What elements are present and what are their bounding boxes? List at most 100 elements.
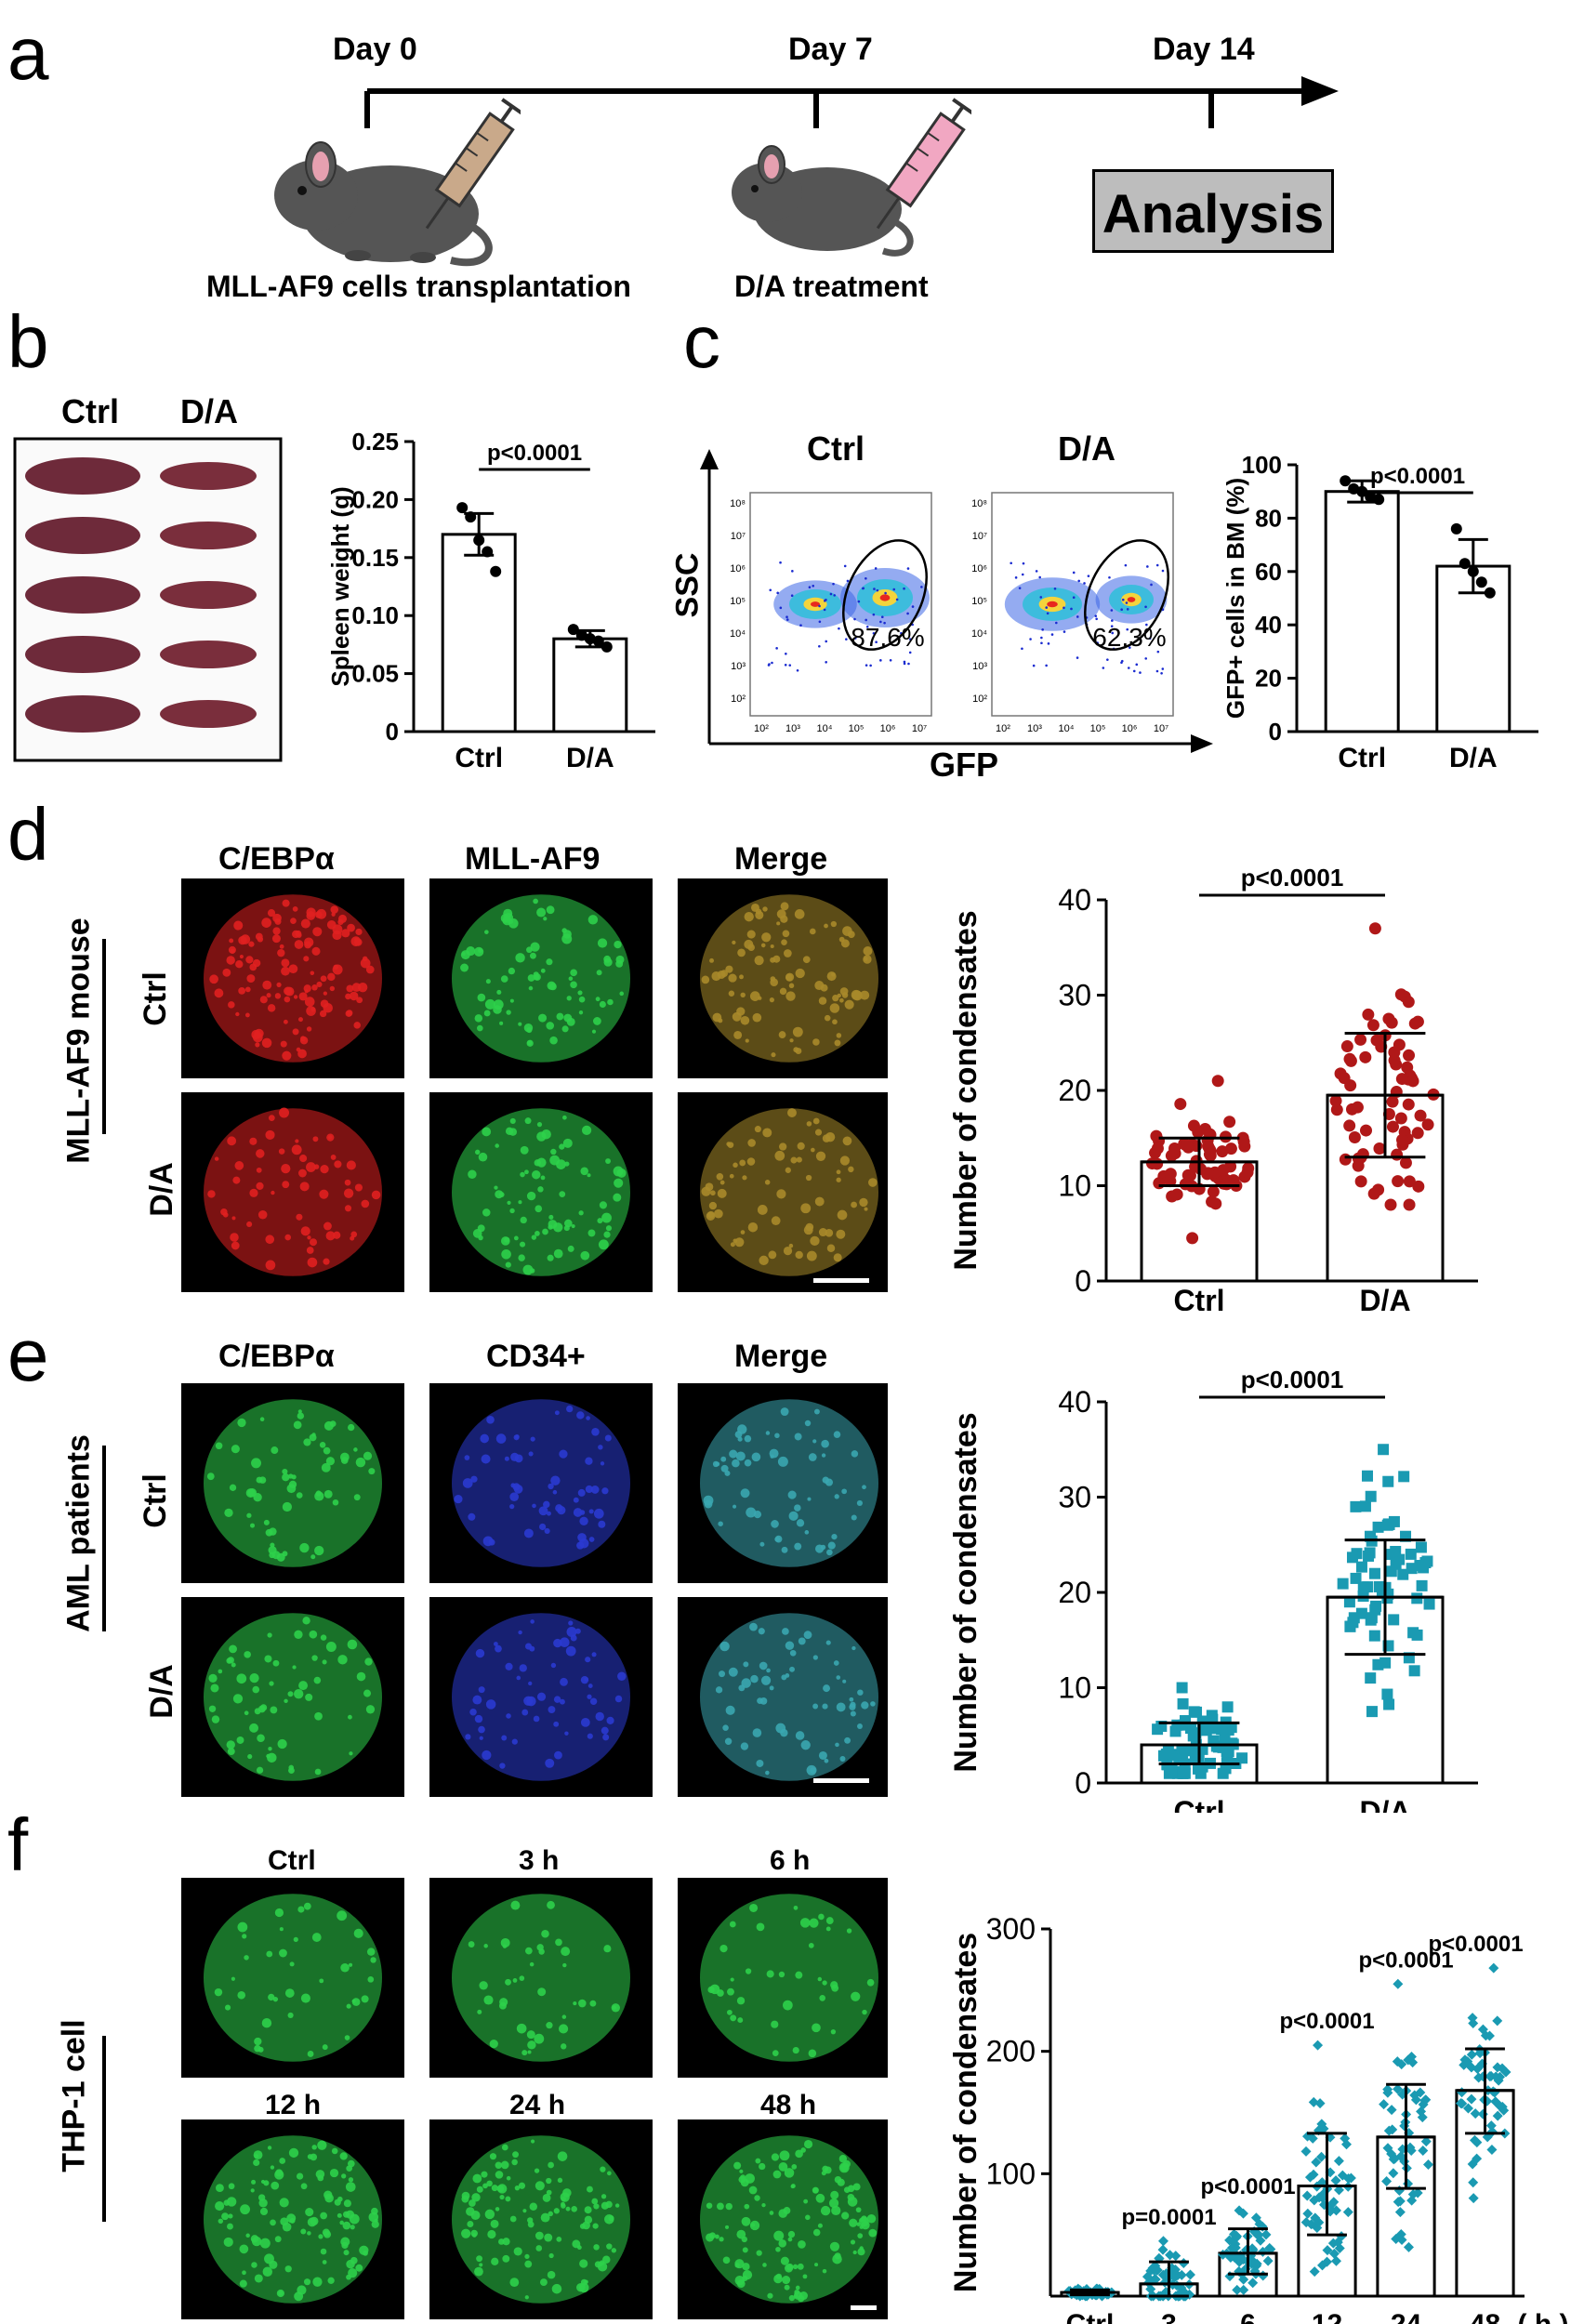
punctum xyxy=(560,2192,570,2202)
punctum xyxy=(861,1701,869,1710)
punctum xyxy=(769,1685,774,1691)
punctum xyxy=(548,983,557,991)
data-point xyxy=(1450,522,1462,535)
flow-event xyxy=(1095,617,1098,621)
punctum xyxy=(578,1999,587,2008)
data-point xyxy=(1313,2217,1325,2228)
flow-event xyxy=(825,640,828,643)
punctum xyxy=(302,1617,310,1625)
punctum xyxy=(830,2190,839,2199)
p-value: p<0.0001 xyxy=(1200,2174,1295,2199)
micrograph-tile xyxy=(678,2119,888,2319)
data-point xyxy=(1385,1565,1397,1578)
punctum xyxy=(741,2236,748,2243)
punctum xyxy=(591,1652,597,1657)
punctum xyxy=(472,1229,482,1238)
punctum xyxy=(231,1445,240,1454)
punctum xyxy=(344,2035,350,2040)
punctum xyxy=(518,2182,526,2189)
punctum xyxy=(300,918,310,929)
punctum xyxy=(506,1010,511,1015)
data-point xyxy=(1195,1162,1208,1175)
punctum xyxy=(857,1723,863,1729)
y-tick-label: 300 xyxy=(986,1912,1036,1946)
punctum xyxy=(576,1411,585,1419)
nucleus xyxy=(204,1894,382,2062)
punctum xyxy=(736,1997,746,2005)
punctum xyxy=(244,986,251,993)
flow-event xyxy=(1076,656,1079,659)
punctum xyxy=(280,2217,289,2226)
punctum xyxy=(580,1167,588,1176)
punctum xyxy=(484,998,495,1010)
punctum xyxy=(300,2228,307,2235)
punctum xyxy=(311,984,318,991)
data-point xyxy=(1473,2072,1485,2083)
punctum xyxy=(769,1448,779,1459)
punctum xyxy=(288,1473,294,1479)
data-point xyxy=(1468,2177,1479,2188)
e-micrographs xyxy=(181,1383,888,1797)
punctum xyxy=(485,979,491,984)
punctum xyxy=(306,907,316,918)
x-tick-label: 48 xyxy=(1470,2309,1500,2324)
punctum xyxy=(752,1728,762,1737)
punctum xyxy=(518,1254,525,1261)
punctum xyxy=(268,1993,275,2001)
punctum xyxy=(848,1166,854,1173)
data-point xyxy=(1495,2101,1506,2112)
data-point xyxy=(1241,1166,1254,1179)
punctum xyxy=(468,1169,477,1180)
punctum xyxy=(467,2221,474,2228)
data-point xyxy=(1178,2285,1189,2296)
punctum xyxy=(292,905,298,912)
punctum xyxy=(856,2222,861,2226)
punctum xyxy=(236,1673,247,1684)
micrograph-tile xyxy=(181,1092,404,1292)
punctum xyxy=(544,1527,550,1534)
data-point xyxy=(1181,1169,1195,1182)
punctum xyxy=(269,1681,274,1686)
data-point xyxy=(1339,1153,1352,1166)
punctum xyxy=(749,1903,759,1913)
y-tick-label: 0.25 xyxy=(351,428,399,456)
punctum xyxy=(519,1241,526,1248)
punctum xyxy=(364,1657,373,1666)
punctum xyxy=(265,1235,275,1245)
punctum xyxy=(314,1711,323,1721)
punctum xyxy=(235,1011,240,1017)
punctum xyxy=(297,1017,303,1023)
punctum xyxy=(524,1169,529,1175)
data-point xyxy=(1354,1033,1367,1046)
data-point xyxy=(1220,1763,1232,1775)
punctum xyxy=(309,1433,317,1442)
punctum xyxy=(520,1145,529,1155)
punctum xyxy=(317,2140,327,2150)
flow-event xyxy=(853,637,857,640)
punctum xyxy=(242,1934,247,1939)
punctum xyxy=(522,2209,527,2213)
y-tick-label: 10 xyxy=(1058,1671,1091,1705)
punctum xyxy=(337,914,348,923)
punctum xyxy=(304,997,315,1007)
punctum xyxy=(548,1706,556,1714)
punctum xyxy=(292,1028,299,1036)
data-point xyxy=(1302,2208,1313,2219)
punctum xyxy=(371,2220,379,2228)
punctum xyxy=(800,1203,812,1214)
punctum xyxy=(524,2253,530,2260)
data-point xyxy=(1216,1723,1228,1736)
flow-event xyxy=(1146,565,1149,568)
punctum xyxy=(818,997,827,1005)
punctum xyxy=(851,1645,856,1651)
data-point xyxy=(1216,1145,1229,1158)
punctum xyxy=(769,2211,774,2215)
punctum xyxy=(278,1148,285,1155)
punctum xyxy=(208,1673,218,1684)
data-point xyxy=(1150,1129,1163,1142)
punctum xyxy=(296,1492,303,1499)
punctum xyxy=(502,2254,510,2263)
punctum xyxy=(805,1222,814,1232)
punctum xyxy=(330,1155,337,1160)
